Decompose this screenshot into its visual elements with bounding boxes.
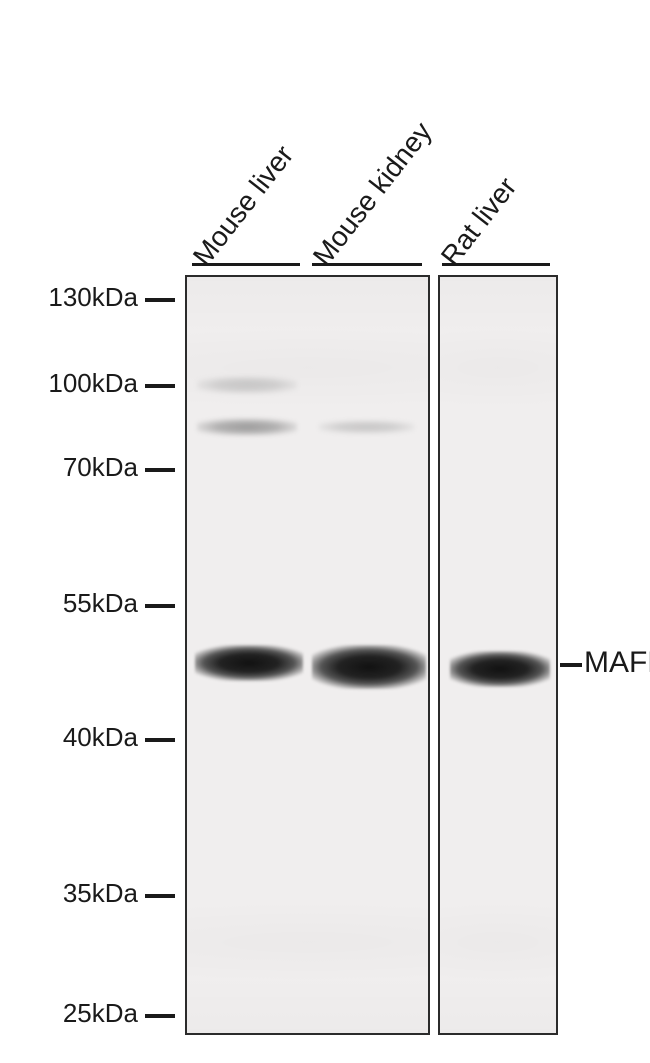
band-lane2-80kda	[319, 420, 414, 434]
lane-bar-1	[192, 263, 300, 266]
mw-tick-100	[145, 384, 175, 388]
mw-label-130: 130kDa	[30, 282, 138, 313]
lane-label-1: Mouse liver	[187, 139, 300, 272]
lane-label-3: Rat liver	[435, 171, 523, 272]
mw-tick-35	[145, 894, 175, 898]
mw-tick-40	[145, 738, 175, 742]
mw-label-55: 55kDa	[30, 588, 138, 619]
band-lane1-100kda	[197, 376, 297, 394]
mw-label-40: 40kDa	[30, 722, 138, 753]
mw-label-100: 100kDa	[30, 368, 138, 399]
western-blot-figure: Mouse liver Mouse kidney Rat liver 130kD…	[0, 0, 650, 1063]
target-tick	[560, 663, 582, 667]
band-lane1-mafb	[195, 645, 303, 681]
mw-label-35: 35kDa	[30, 878, 138, 909]
lane-bar-3	[442, 263, 550, 266]
lane-label-2: Mouse kidney	[307, 116, 439, 272]
mw-label-70: 70kDa	[30, 452, 138, 483]
band-lane3-mafb	[450, 651, 550, 687]
mw-label-25: 25kDa	[30, 998, 138, 1029]
band-lane1-80kda	[197, 418, 297, 436]
blot-panel-left	[185, 275, 430, 1035]
mw-tick-55	[145, 604, 175, 608]
blot-panel-right	[438, 275, 558, 1035]
mw-tick-130	[145, 298, 175, 302]
mw-tick-25	[145, 1014, 175, 1018]
mw-tick-70	[145, 468, 175, 472]
band-lane2-mafb	[312, 645, 426, 689]
target-label: MAFB	[584, 646, 650, 680]
lane-bar-2	[312, 263, 422, 266]
